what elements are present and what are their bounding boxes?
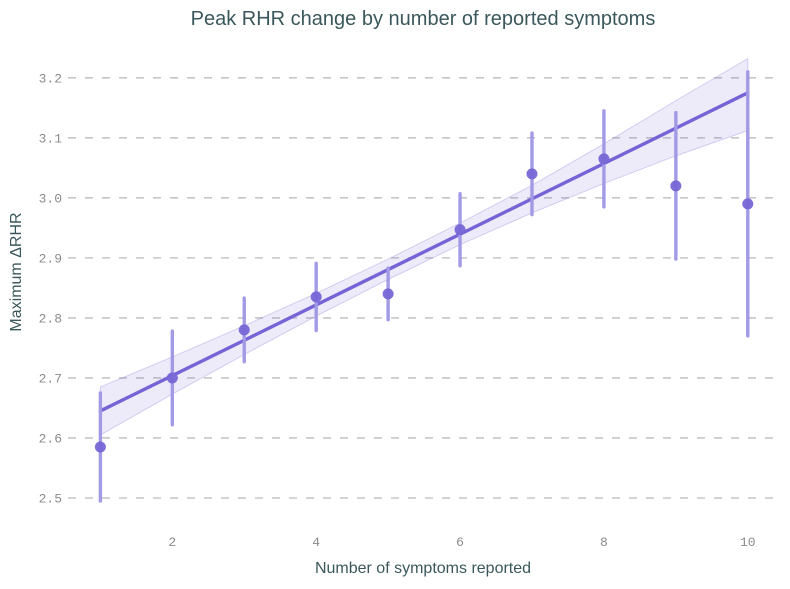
chart-title: Peak RHR change by number of reported sy…	[190, 8, 656, 30]
y-tick-label: 3.2	[39, 71, 62, 86]
data-point-marker	[310, 291, 322, 303]
y-tick-label: 2.6	[39, 431, 62, 446]
x-tick-label: 6	[456, 535, 464, 550]
data-point-marker	[598, 153, 610, 165]
data-point-marker	[94, 441, 106, 453]
y-tick-label: 2.8	[39, 311, 62, 326]
y-tick-label: 3.0	[39, 191, 62, 206]
data-point-marker	[238, 324, 250, 336]
data-point-marker	[166, 372, 178, 384]
y-tick-label: 2.5	[39, 491, 62, 506]
x-tick-label: 8	[600, 535, 608, 550]
data-point-marker	[670, 180, 682, 192]
x-tick-label: 2	[168, 535, 176, 550]
data-point-marker	[454, 224, 466, 236]
trend-line	[98, 91, 750, 413]
data-point-marker	[526, 168, 538, 180]
x-tick-label: 10	[740, 535, 756, 550]
y-tick-label: 2.9	[39, 251, 62, 266]
x-axis-title: Number of symptoms reported	[314, 560, 532, 577]
y-tick-labels: 2.5 2.6 2.7 2.8 2.9 3.0 3.1 3.2	[39, 71, 63, 506]
x-tick-labels: 2 4 6 8 10	[168, 535, 755, 550]
x-tick-label: 4	[312, 535, 320, 550]
y-tick-label: 2.7	[39, 371, 62, 386]
data-points	[94, 153, 754, 453]
y-axis-title: Maximum ΔRHR	[8, 212, 25, 332]
data-point-marker	[382, 288, 394, 300]
y-tick-label: 3.1	[39, 131, 63, 146]
data-point-marker	[742, 198, 754, 210]
